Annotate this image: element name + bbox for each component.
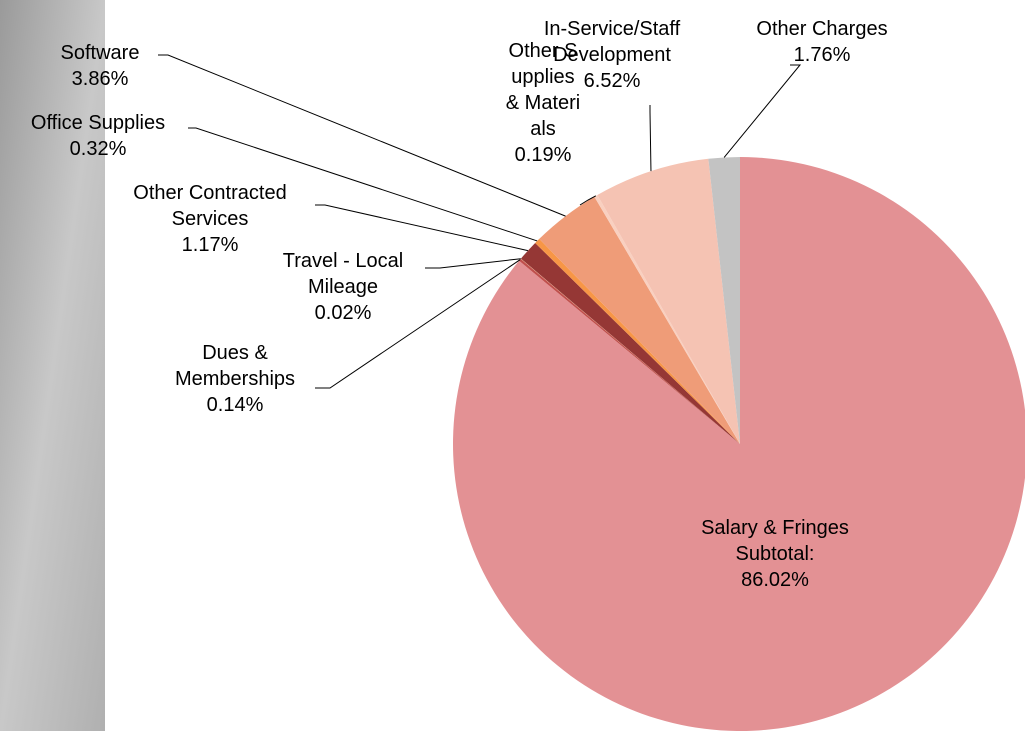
category-label: Other Charges [747,16,897,42]
data-label: Salary & Fringes Subtotal:86.02% [685,515,865,593]
value-label: 86.02% [685,567,865,593]
value-label: 1.17% [100,232,320,258]
category-label: Dues & Memberships [165,340,305,392]
value-label: 6.52% [522,68,702,94]
leader-line [315,205,528,251]
category-label: Software [40,40,160,66]
category-label: Other Contracted Services [100,180,320,232]
page: Salary & Fringes Subtotal:86.02% Dues & M… [0,0,1025,731]
value-label: 1.76% [747,42,897,68]
value-label: 3.86% [40,66,160,92]
value-label: 0.14% [165,392,305,418]
leader-line [724,65,800,157]
leader-line [650,105,651,171]
category-label: Salary & Fringes Subtotal: [685,515,865,567]
value-label: 0.32% [0,136,196,162]
value-label: 0.02% [258,300,428,326]
leader-line [425,259,521,268]
category-label: In-Service/Staff Development [522,16,702,68]
value-label: 0.19% [505,142,581,168]
category-label: Office Supplies [0,110,196,136]
